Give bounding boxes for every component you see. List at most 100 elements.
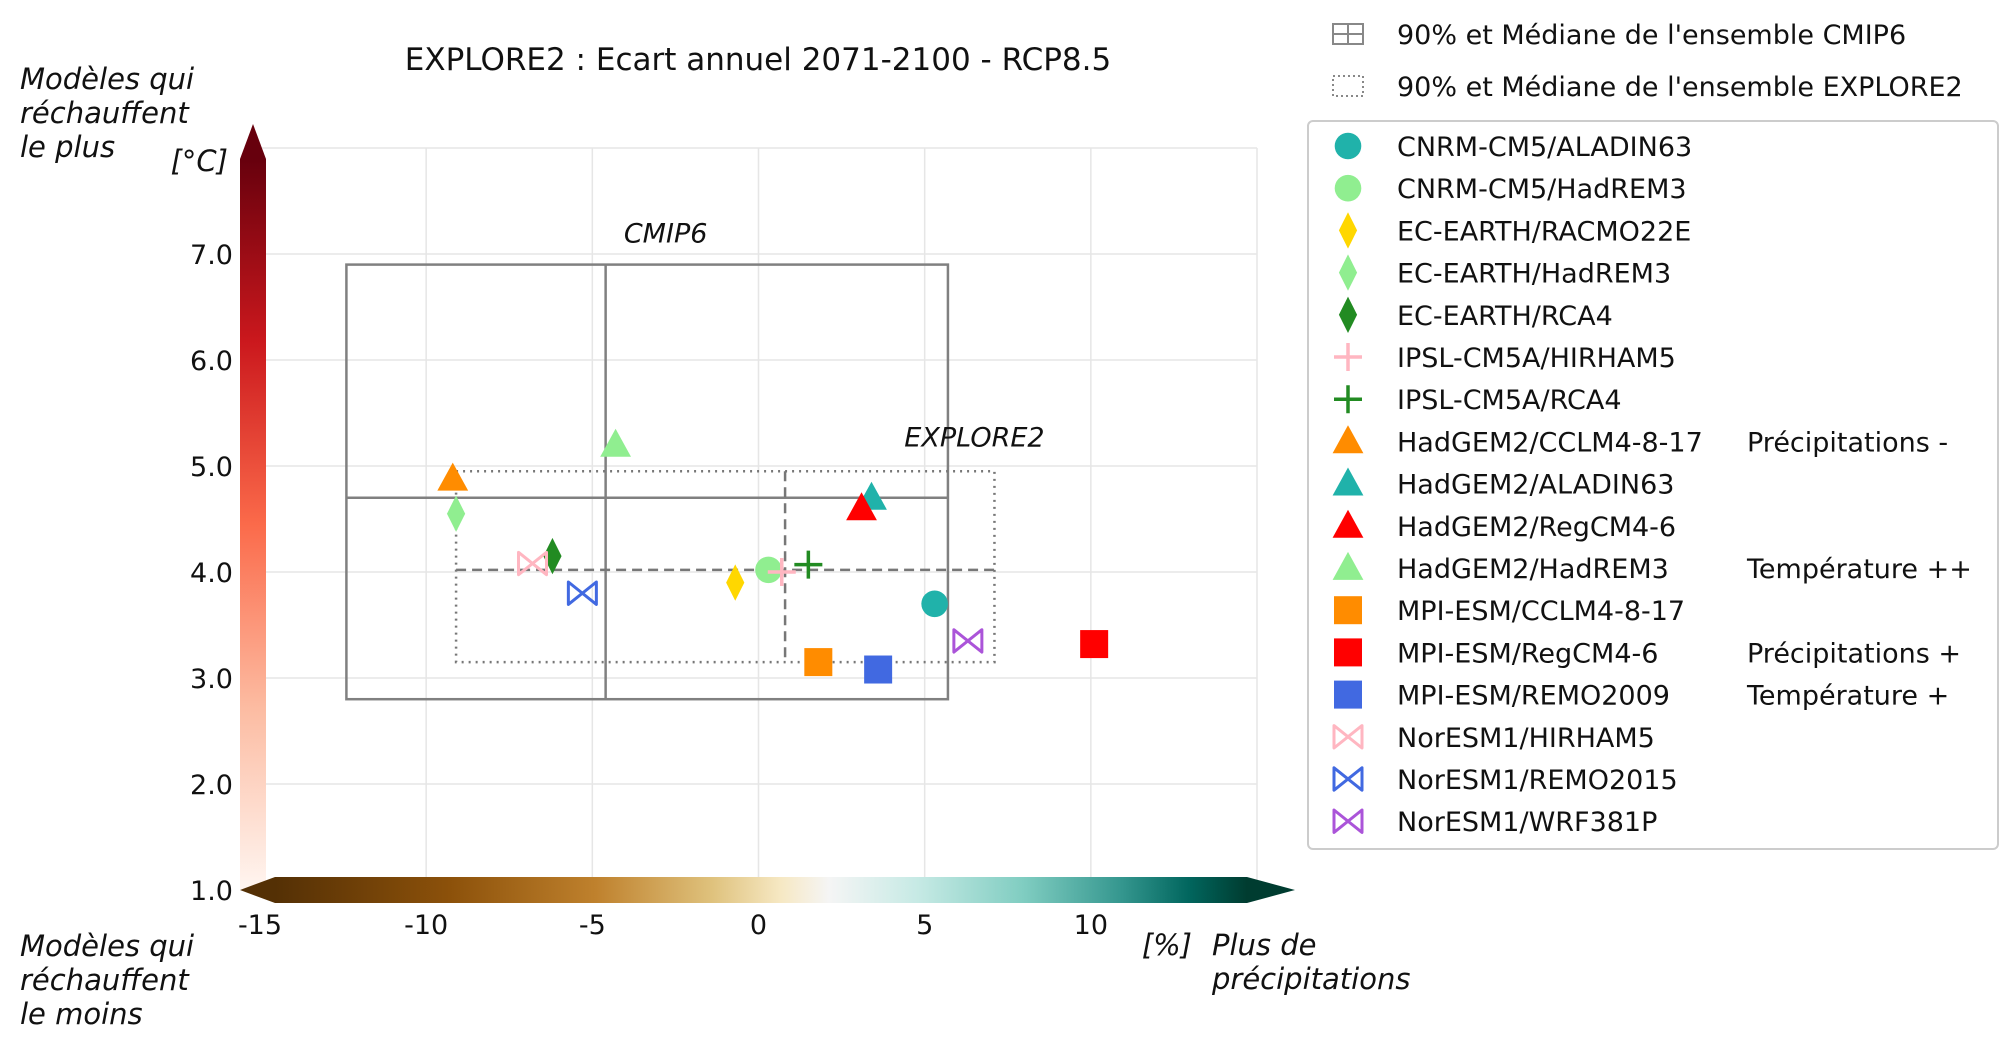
- y-tick-label: 6.0: [190, 346, 233, 377]
- legend-item: EC-EARTH/HadREM3: [1338, 254, 1671, 291]
- marker-diamond: [1338, 254, 1358, 291]
- marker-bowtie: [1332, 766, 1364, 792]
- grid: [259, 147, 1258, 891]
- precipitation-colorbar: [240, 877, 1295, 903]
- legend-label: EC-EARTH/HadREM3: [1397, 259, 1671, 290]
- point-ipsl-cm5a-rca4: [794, 550, 823, 579]
- marker-diamond: [1338, 296, 1358, 333]
- point-ec-earth-hadrem3: [446, 495, 466, 532]
- legend-label: NorESM1/REMO2015: [1397, 765, 1678, 796]
- point-hadgem2-hadrem3: [600, 428, 631, 457]
- point-mpi-esm-remo2009: [864, 655, 893, 684]
- legend-label: HadGEM2/HadREM3: [1397, 554, 1669, 585]
- point-hadgem2-cclm4-8-17: [437, 462, 469, 491]
- cornerBottom-line: réchauffent: [20, 963, 190, 997]
- temperature-colorbar: [240, 124, 266, 889]
- marker-diamond: [446, 495, 466, 532]
- y-tick-label: 2.0: [190, 770, 233, 801]
- point-mpi-esm-cclm4-8-17: [804, 648, 833, 677]
- y-tick-label: 4.0: [190, 558, 233, 589]
- marker-square: [1334, 596, 1362, 625]
- marker-triangle: [846, 492, 877, 521]
- x-axis-label: [%]: [1142, 928, 1192, 962]
- legend-label: HadGEM2/RegCM4-6: [1397, 512, 1676, 543]
- legend-item: MPI-ESM/REMO2009: [1334, 680, 1670, 712]
- legend-label: HadGEM2/ALADIN63: [1397, 470, 1674, 501]
- side-label: Précipitations -: [1747, 427, 1948, 458]
- legend-item: CNRM-CM5/HadREM3: [1334, 174, 1687, 205]
- legend-label: HadGEM2/CCLM4-8-17: [1397, 427, 1703, 458]
- y-tick-label: 5.0: [190, 452, 233, 483]
- marker-circle: [755, 556, 782, 584]
- cornerTop-line: Modèles qui: [20, 62, 194, 96]
- legend-item: MPI-ESM/RegCM4-6: [1334, 638, 1658, 669]
- marker-square: [804, 648, 833, 677]
- legend-label: EC-EARTH/RACMO22E: [1397, 216, 1691, 247]
- x-tick-label: 0: [750, 910, 767, 941]
- legend-item: IPSL-CM5A/HIRHAM5: [1334, 343, 1676, 374]
- marker-circle: [1334, 174, 1362, 202]
- legend-label: IPSL-CM5A/HIRHAM5: [1397, 343, 1676, 374]
- side-label: Précipitations +: [1747, 638, 1961, 669]
- x-tick-label: 10: [1074, 910, 1108, 941]
- marker-plus: [1334, 385, 1362, 414]
- cornerBottom-line: le moins: [20, 997, 143, 1031]
- point-ec-earth-rca4: [543, 537, 562, 575]
- legend-item: HadGEM2/CCLM4-8-17: [1332, 425, 1703, 458]
- cornerRight-line: Plus de: [1212, 928, 1317, 962]
- y-tick-label: 7.0: [190, 240, 233, 271]
- legend-item: IPSL-CM5A/RCA4: [1334, 385, 1622, 416]
- marker-triangle: [1332, 509, 1364, 538]
- marker-bowtie: [566, 580, 598, 606]
- marker-diamond: [1338, 212, 1358, 249]
- cornerRight-line: précipitations: [1211, 962, 1410, 996]
- x-tick-label: -5: [579, 910, 606, 941]
- point-noresm1-hirham5: [517, 550, 549, 577]
- chart-title: EXPLORE2 : Ecart annuel 2071-2100 - RCP8…: [405, 42, 1111, 78]
- box-legend: 90% et Médiane de l'ensemble CMIP6 90% et…: [1332, 20, 1963, 103]
- legend-item: HadGEM2/HadREM3: [1332, 551, 1669, 585]
- marker-square: [864, 655, 893, 684]
- marker-plus: [1334, 343, 1362, 371]
- marker-bowtie: [1332, 724, 1364, 750]
- side-labels: Précipitations - Température ++ Précipitat…: [1746, 427, 1972, 711]
- marker-square: [1334, 680, 1362, 709]
- marker-triangle: [437, 462, 469, 491]
- x-tick-labels: -15 -10 -5 0 5 10: [238, 910, 1108, 941]
- data-markers: [437, 428, 1109, 684]
- legend-item: MPI-ESM/CCLM4-8-17: [1334, 596, 1685, 627]
- legend-label: MPI-ESM/REMO2009: [1397, 681, 1670, 712]
- point-cnrm-cm5-hadrem3: [755, 556, 782, 584]
- box-label-EXPLORE2: EXPLORE2: [904, 422, 1044, 453]
- point-noresm1-wrf381p: [952, 628, 984, 654]
- point-noresm1-remo2015: [566, 580, 598, 606]
- legend-item: EC-EARTH/RACMO22E: [1338, 212, 1691, 249]
- legend-item: NorESM1/REMO2015: [1332, 765, 1678, 796]
- legend-label: CNRM-CM5/ALADIN63: [1397, 132, 1692, 163]
- point-ec-earth-racmo22e: [726, 564, 745, 601]
- marker-square: [1080, 630, 1109, 659]
- marker-circle: [1334, 132, 1362, 160]
- y-tick-labels: 1.0 2.0 3.0 4.0 5.0 6.0 7.0: [190, 240, 233, 907]
- legend-label: NorESM1/HIRHAM5: [1397, 723, 1655, 754]
- point-hadgem2-regcm4-6: [846, 492, 877, 521]
- legend-label: IPSL-CM5A/RCA4: [1397, 385, 1622, 416]
- marker-diamond: [726, 564, 745, 601]
- legend-frame: [1307, 120, 1999, 850]
- x-tick-label: 5: [916, 910, 933, 941]
- legend-item: CNRM-CM5/ALADIN63: [1334, 132, 1692, 163]
- marker-circle: [921, 590, 948, 618]
- x-tick-label: -15: [238, 910, 282, 941]
- y-axis-label: [°C]: [171, 144, 228, 178]
- marker-plus: [767, 558, 796, 586]
- point-cnrm-cm5-aladin63: [921, 590, 948, 618]
- legend-label: NorESM1/WRF381P: [1397, 807, 1657, 838]
- legend-label: CNRM-CM5/HadREM3: [1397, 174, 1687, 205]
- y-tick-label: 1.0: [190, 876, 233, 907]
- legend-item: EC-EARTH/RCA4: [1338, 296, 1613, 333]
- box-CMIP6: [345, 263, 950, 701]
